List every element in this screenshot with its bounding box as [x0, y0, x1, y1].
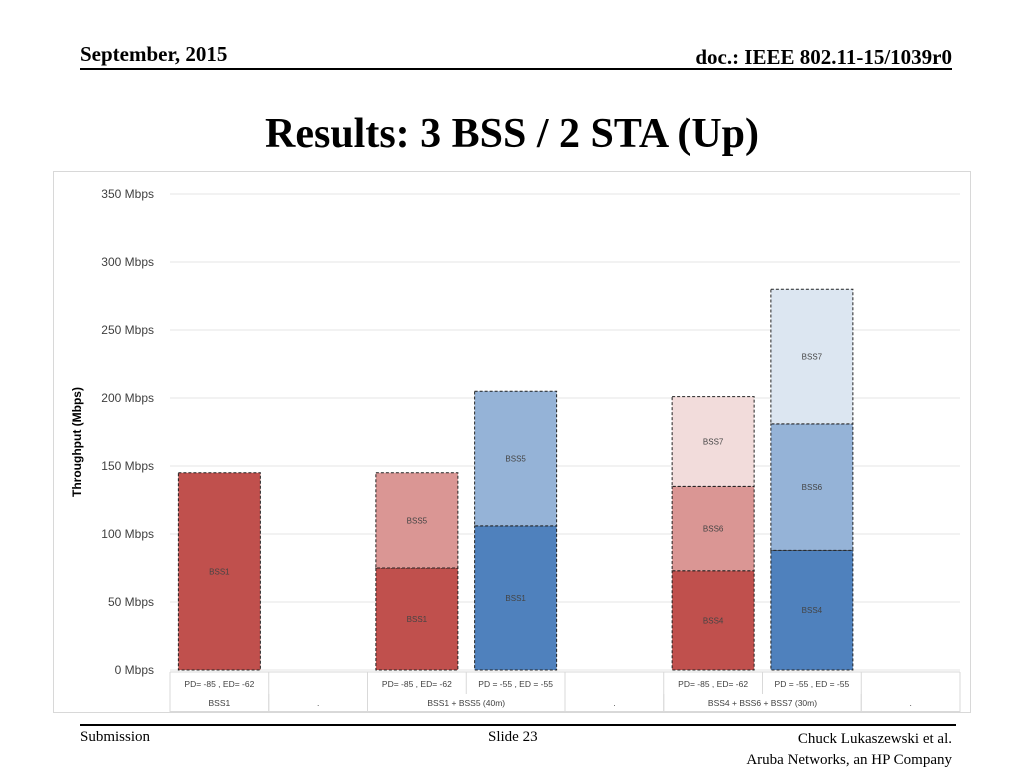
y-tick-label: 300 Mbps	[101, 255, 154, 269]
footer-company: Aruba Networks, an HP Company	[746, 752, 952, 768]
group-label: BSS1 + BSS5 (40m)	[427, 698, 505, 708]
bar-segment	[474, 390, 558, 527]
bar-segment-label: BSS4	[703, 616, 724, 625]
bar-segment	[770, 288, 854, 425]
bar-category-label: PD= -85 , ED= -62	[184, 679, 254, 689]
bar-segment-label: BSS4	[802, 606, 823, 615]
header-doc-id: doc.: IEEE 802.11-15/1039r0	[695, 45, 952, 69]
footer-rule	[80, 724, 956, 726]
bar-segment-label: BSS7	[802, 353, 823, 362]
group-label: .	[909, 698, 911, 708]
bar-segment-label: BSS7	[703, 438, 724, 447]
group-label: BSS4 + BSS6 + BSS7 (30m)	[708, 698, 817, 708]
bar-segment-label: BSS1	[505, 594, 526, 603]
bar-segment-label: BSS1	[209, 567, 230, 576]
slide-title: Results: 3 BSS / 2 STA (Up)	[265, 111, 759, 157]
bar-segment	[177, 472, 261, 671]
bar-segment	[474, 525, 558, 671]
group-label: BSS1	[209, 698, 231, 708]
bar-segment-label: BSS6	[802, 483, 823, 492]
stacked-bar-chart: 0 Mbps 50 Mbps 100 Mbps 150 Mbps 200 Mbps 250…	[70, 187, 961, 712]
bar-segment	[671, 570, 755, 671]
y-tick-label: 50 Mbps	[108, 595, 154, 609]
bar-segment-label: BSS5	[505, 455, 526, 464]
group-label: .	[317, 698, 319, 708]
y-tick-label: 100 Mbps	[101, 527, 154, 541]
bar-category-label: PD= -85 , ED= -62	[382, 679, 452, 689]
bar-segment	[671, 485, 755, 572]
bar-segment	[671, 396, 755, 487]
chart-panel: 0 Mbps 50 Mbps 100 Mbps 150 Mbps 200 Mbps 250…	[53, 171, 971, 713]
bar-category-label: PD= -85 , ED= -62	[678, 679, 748, 689]
bar-segment	[770, 549, 854, 671]
footer-submission: Submission	[80, 729, 151, 745]
y-tick-label: 200 Mbps	[101, 391, 154, 405]
y-tick-label: 150 Mbps	[101, 459, 154, 473]
bar-segment	[375, 472, 459, 569]
footer-author-block: Chuck Lukaszewski et al. Aruba Networks,…	[746, 729, 952, 771]
bar-segment-label: BSS1	[407, 615, 428, 624]
bar-segment	[375, 567, 459, 671]
footer-slide-number: Slide 23	[488, 729, 538, 745]
bar-segment	[770, 423, 854, 551]
y-tick-label: 350 Mbps	[101, 187, 154, 201]
y-axis-title: Throughput (Mbps)	[70, 387, 84, 497]
bar-category-label: PD = -55 , ED = -55	[775, 679, 850, 689]
y-tick-label: 0 Mbps	[115, 663, 154, 677]
header-date: September, 2015	[80, 42, 228, 66]
header-rule	[80, 68, 952, 70]
footer-author: Chuck Lukaszewski et al.	[797, 731, 952, 747]
y-tick-label: 250 Mbps	[101, 323, 154, 337]
bar-category-label: PD = -55 , ED = -55	[478, 679, 553, 689]
bar-segment-label: BSS5	[407, 516, 428, 525]
bar-segment-label: BSS6	[703, 525, 724, 534]
group-label: .	[613, 698, 615, 708]
